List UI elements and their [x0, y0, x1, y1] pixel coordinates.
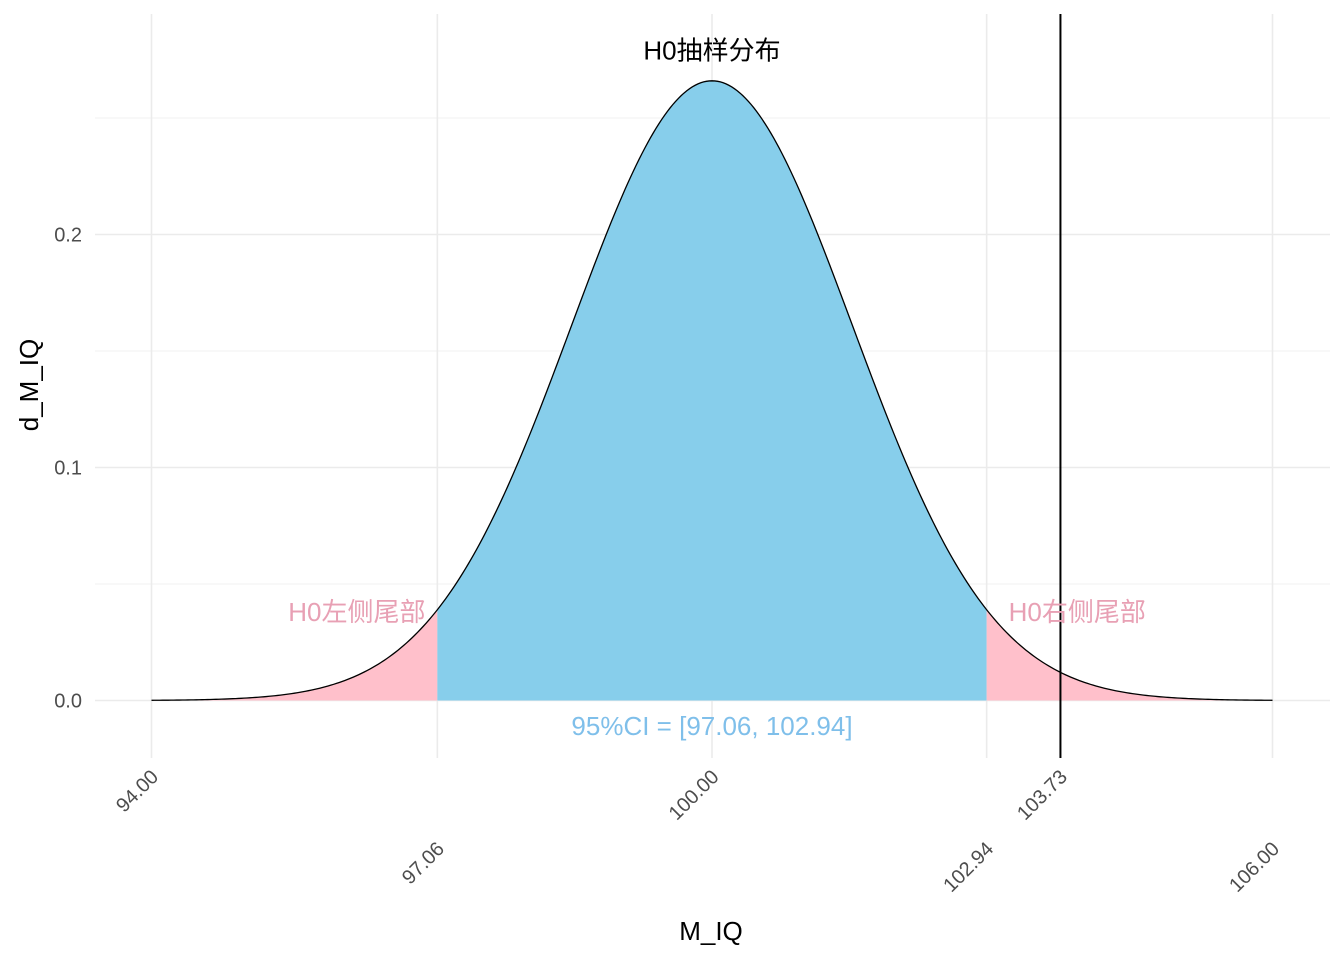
- ci-region: [437, 80, 987, 701]
- title-annotation: H0抽样分布: [643, 35, 780, 65]
- right-tail-region: [986, 609, 1273, 701]
- x-axis-title: M_IQ: [679, 916, 743, 946]
- x-tick-label: 106.00: [1225, 838, 1284, 897]
- x-tick-label: 94.00: [112, 766, 163, 817]
- x-tick-labels: 94.00 97.06 100.00 102.94 103.73 106.00: [112, 766, 1284, 897]
- density-curve: [151, 80, 1273, 701]
- left-tail-label: H0左侧尾部: [288, 597, 425, 627]
- x-tick-label: 102.94: [939, 838, 998, 897]
- x-tick-label: 100.00: [665, 766, 724, 825]
- density-curve-group: [151, 80, 1273, 701]
- y-axis-title: d_M_IQ: [14, 339, 44, 432]
- y-tick-label: 0.0: [54, 691, 82, 713]
- ci-label: 95%CI = [97.06, 102.94]: [571, 711, 852, 741]
- right-tail-label: H0右侧尾部: [1009, 597, 1146, 627]
- annotations: H0抽样分布 H0左侧尾部 H0右侧尾部 95%CI = [97.06, 102.94…: [288, 35, 1146, 741]
- left-tail-region: [151, 609, 438, 701]
- x-tick-label: 97.06: [398, 838, 449, 889]
- y-tick-label: 0.2: [54, 225, 82, 247]
- density-regions: [151, 80, 1273, 701]
- y-tick-label: 0.1: [54, 458, 82, 480]
- x-tick-label: 103.73: [1013, 766, 1072, 825]
- y-tick-labels: 0.0 0.1 0.2: [54, 225, 82, 713]
